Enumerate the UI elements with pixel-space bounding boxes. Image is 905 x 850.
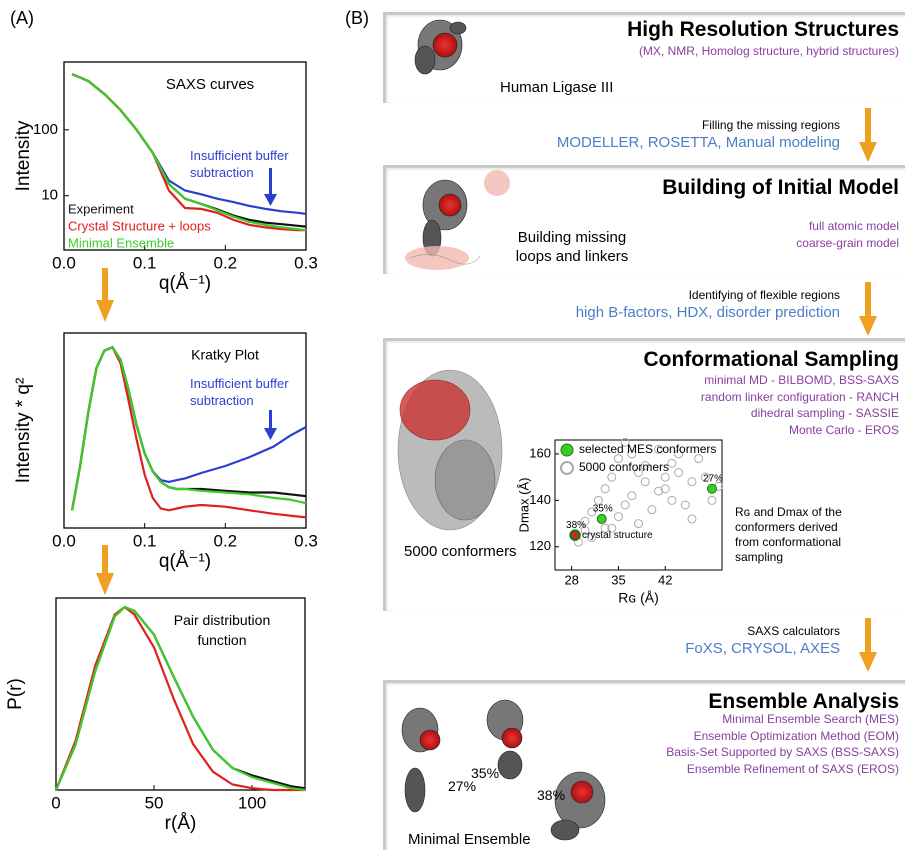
step-title: Ensemble Analysis (708, 690, 899, 714)
x-axis-label: q(Å⁻¹) (159, 273, 211, 294)
figure: 0.0 0.1 0.2 0.3 10 100 q(Å⁻¹) Intensity SAXS cur… (0, 0, 905, 850)
step-title: Conformational Sampling (643, 348, 899, 372)
transition-tools: FoXS, CRYSOL, AXES (685, 640, 840, 657)
legend-marker (561, 444, 573, 456)
chart-title: Kratky Plot (191, 347, 259, 363)
step-method: Ensemble Optimization Method (EOM) (694, 729, 899, 743)
x-tick-label: 0.2 (214, 253, 238, 272)
y-axis-label: Intensity (13, 120, 34, 191)
step-method: dihedral sampling - SASSIE (751, 406, 899, 420)
x-tick-label: 0.1 (133, 531, 157, 550)
step-method: Minimal Ensemble Search (MES) (722, 712, 899, 726)
percentage: 38% (537, 787, 565, 803)
x-tick-label: 0.0 (52, 253, 76, 272)
transition-tools: high B-factors, HDX, disorder prediction (576, 304, 840, 321)
x-tick-label: 50 (145, 793, 164, 812)
x-axis-label: q(Å⁻¹) (159, 551, 211, 572)
step-method: coarse-grain model (796, 236, 899, 250)
y-axis-label: Dmax (Å) (516, 478, 531, 533)
y-tick-label: 100 (33, 121, 58, 138)
x-tick-label: 0.2 (214, 531, 238, 550)
x-tick-label: 28 (564, 572, 578, 587)
legend-entry: selected MES conformers (579, 442, 716, 456)
legend-entry: Minimal Ensemble (68, 235, 174, 250)
transition-text: SAXS calculators (747, 624, 840, 638)
x-tick-label: 42 (658, 572, 672, 587)
x-tick-label: 0.3 (294, 253, 318, 272)
step-method: Basis-Set Supported by SAXS (BSS-SAXS) (666, 745, 899, 759)
transition-text: Identifying of flexible regions (689, 288, 840, 302)
chart-title: Pair distribution function (162, 610, 282, 650)
point-label: 27% (703, 473, 723, 484)
point-label: crystal structure (582, 530, 653, 541)
x-tick-label: 100 (238, 793, 266, 812)
annotation: Rɢ and Dmax of the conformers derived fr… (735, 505, 860, 565)
step-method: random linker configuration - RANCH (701, 390, 899, 404)
step-method: Monte Carlo - EROS (789, 423, 899, 437)
y-tick-label: 10 (41, 187, 58, 204)
panel-label: (A) (10, 8, 34, 29)
x-tick-label: 0.0 (52, 531, 76, 550)
scatter-point (707, 484, 716, 493)
step-method: minimal MD - BILBOMD, BSS-SAXS (704, 373, 899, 387)
legend-entry: Experiment (68, 201, 134, 216)
step-label: 5000 conformers (404, 542, 517, 561)
step-label: Building missing loops and linkers (507, 228, 637, 266)
legend-marker (561, 462, 573, 474)
x-tick-label: 35 (611, 572, 625, 587)
chart-title: SAXS curves (166, 76, 254, 93)
scatter-point (571, 531, 580, 540)
y-tick-label: 160 (529, 445, 551, 460)
legend-entry: 5000 conformers (579, 460, 669, 474)
transition-tools: MODELLER, ROSETTA, Manual modeling (557, 134, 840, 151)
step-method: full atomic model (809, 219, 899, 233)
point-label: 35% (593, 504, 613, 515)
step-label: Minimal Ensemble (408, 830, 531, 849)
legend-entry: Crystal Structure + loops (68, 218, 211, 233)
y-axis-label: P(r) (5, 678, 26, 710)
step-method: Ensemble Refinement of SAXS (EROS) (687, 762, 899, 776)
step-method: (MX, NMR, Homolog structure, hybrid stru… (639, 44, 899, 58)
y-tick-label: 120 (529, 538, 551, 553)
x-axis-label: Rɢ (Å) (618, 590, 658, 606)
y-tick-label: 140 (529, 492, 551, 507)
step-title: High Resolution Structures (627, 18, 899, 42)
x-tick-label: 0 (51, 793, 60, 812)
step-title: Building of Initial Model (662, 176, 899, 200)
y-axis-label: Intensity * q² (13, 378, 34, 484)
x-axis-label: r(Å) (165, 813, 197, 834)
x-tick-label: 0.3 (294, 531, 318, 550)
panel-label: (B) (345, 8, 369, 29)
transition-text: Filling the missing regions (702, 118, 840, 132)
annotation: Insufficient buffer subtraction (190, 375, 300, 409)
percentage: 35% (471, 765, 499, 781)
x-tick-label: 0.1 (133, 253, 157, 272)
annotation: Insufficient buffer subtraction (190, 147, 300, 181)
step-label: Human Ligase III (500, 78, 613, 97)
scatter-point (597, 514, 606, 523)
